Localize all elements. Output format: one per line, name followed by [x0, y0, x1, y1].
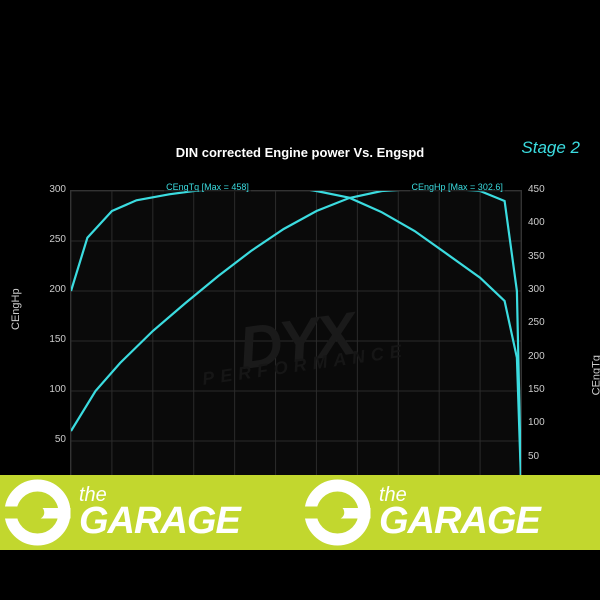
y-left-tick: 250 — [36, 234, 66, 245]
y-left-tick: 200 — [36, 284, 66, 295]
y-left-tick: 300 — [36, 184, 66, 195]
y-right-tick: 50 — [528, 451, 558, 462]
y-right-axis-label: CEngTq — [590, 355, 600, 395]
series-label: CEngTq [Max = 458] — [164, 182, 251, 192]
y-left-tick: 50 — [36, 434, 66, 445]
wrench-g-icon — [300, 475, 375, 550]
footer-text-left: the GARAGE — [79, 486, 240, 539]
footer-brand-band: the GARAGE the GARAGE — [0, 475, 600, 550]
series-label: CEngHp [Max = 302.6] — [410, 182, 505, 192]
y-right-tick: 250 — [528, 317, 558, 328]
y-right-tick: 150 — [528, 384, 558, 395]
y-left-axis-label: CEngHp — [10, 288, 22, 330]
plot-region: DYX PERFORMANCE — [70, 190, 522, 492]
y-right-tick: 400 — [528, 217, 558, 228]
dyno-chart: Stage 2 DIN corrected Engine power Vs. E… — [0, 60, 600, 475]
y-left-tick: 100 — [36, 384, 66, 395]
wrench-g-icon — [0, 475, 75, 550]
y-left-tick: 150 — [36, 334, 66, 345]
y-right-tick: 100 — [528, 417, 558, 428]
gridlines — [71, 191, 521, 491]
plot-svg — [71, 191, 521, 491]
footer-brand-right: the GARAGE — [300, 475, 600, 550]
footer-text-right: the GARAGE — [379, 486, 540, 539]
y-right-tick: 350 — [528, 251, 558, 262]
chart-title: DIN corrected Engine power Vs. Engspd — [0, 145, 600, 160]
footer-garage: GARAGE — [79, 503, 240, 539]
footer-brand-left: the GARAGE — [0, 475, 300, 550]
y-right-tick: 200 — [528, 351, 558, 362]
y-right-tick: 300 — [528, 284, 558, 295]
curves — [71, 191, 521, 481]
y-right-tick: 450 — [528, 184, 558, 195]
footer-garage: GARAGE — [379, 503, 540, 539]
